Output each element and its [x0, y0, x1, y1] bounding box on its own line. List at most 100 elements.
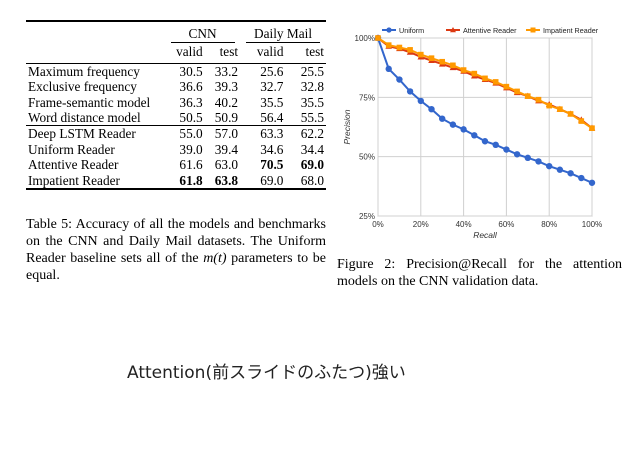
caption-left-text: Table 5: Accuracy of all the models and … — [26, 217, 326, 266]
legend-marker — [450, 27, 456, 33]
y-tick-label: 75% — [359, 93, 375, 102]
table-cell: 33.2 — [214, 63, 239, 79]
table-row: Uniform Reader 39.0 39.4 34.6 34.4 — [26, 142, 326, 157]
y-tick-label: 100% — [355, 34, 375, 43]
table-cell: 61.8 — [179, 172, 203, 188]
subheader-cell: valid — [256, 44, 284, 60]
data-point — [385, 65, 392, 73]
legend-label: Attentive Reader — [463, 26, 517, 35]
y-tick-label: 50% — [359, 153, 375, 162]
table-cell: 32.7 — [260, 79, 284, 95]
table-caption: Table 5: Accuracy of all the models and … — [26, 216, 326, 284]
data-point — [514, 88, 520, 95]
x-axis-label: Recall — [473, 230, 498, 240]
data-point — [492, 79, 499, 85]
data-point — [482, 75, 488, 82]
legend-label: Impatient Reader — [543, 26, 599, 35]
data-point — [525, 93, 531, 99]
table-section-baselines: Maximum frequency 30.5 33.2 25.6 25.5 Exclusi… — [26, 63, 326, 126]
table-cell: 69.0 — [260, 172, 284, 188]
accuracy-table: CNN Daily Mail valid test valid test Max… — [26, 20, 326, 190]
data-point — [396, 44, 403, 51]
table-cell: 25.6 — [260, 63, 284, 79]
legend-marker — [386, 27, 392, 33]
table-cell: 57.0 — [214, 126, 239, 142]
x-tick-label: 40% — [456, 220, 472, 229]
data-point — [418, 51, 424, 58]
data-point — [385, 42, 392, 48]
data-point — [471, 132, 478, 139]
row-label: Uniform Reader — [28, 141, 115, 157]
subheader-cell: test — [219, 44, 239, 60]
precision-recall-chart: 25% 50% 75% 100% 0% 20% 40% 60% 80% 100% Recall Pre… — [338, 14, 628, 246]
data-point — [471, 70, 478, 77]
table-cell: 39.0 — [179, 141, 203, 157]
table-row: Frame-semantic model 36.3 40.2 35.5 35.5 — [26, 95, 326, 110]
table-cell: 35.5 — [300, 94, 324, 110]
data-point — [439, 115, 446, 122]
table-cell: 32.8 — [300, 79, 324, 95]
data-point — [492, 141, 499, 148]
table-cell: 40.2 — [214, 94, 239, 110]
data-point — [567, 111, 574, 117]
subheader-cell: valid — [176, 44, 203, 60]
table-cell: 69.0 — [300, 157, 324, 173]
table-cell: 25.5 — [300, 63, 324, 79]
data-point — [406, 88, 414, 95]
row-label: Attentive Reader — [28, 157, 119, 173]
x-tick-label: 20% — [413, 220, 429, 229]
data-point — [588, 179, 596, 186]
data-point — [450, 62, 456, 69]
data-point — [460, 67, 467, 73]
slide-note: Attention(前スライドのふたつ)強い — [127, 363, 406, 383]
data-point — [589, 125, 595, 131]
data-point — [503, 83, 510, 90]
table-cell: 34.4 — [300, 141, 324, 157]
data-point — [524, 154, 531, 162]
table-cell: 55.5 — [300, 110, 324, 126]
data-point — [428, 106, 435, 113]
data-point — [567, 170, 574, 177]
x-tick-label: 100% — [582, 220, 602, 229]
data-point — [578, 174, 585, 182]
x-tick-label: 60% — [498, 220, 514, 229]
table-cell: 63.8 — [214, 172, 239, 188]
table-cell: 56.4 — [260, 110, 284, 126]
row-label: Impatient Reader — [28, 172, 120, 188]
table-row: Deep LSTM Reader 55.0 57.0 63.3 62.2 — [26, 125, 326, 142]
x-tick-label: 0% — [372, 220, 384, 229]
y-axis-label: Precision — [342, 109, 352, 144]
table-cell: 63.3 — [260, 126, 284, 142]
corner-cell — [26, 44, 165, 63]
table-cell: 70.5 — [260, 157, 284, 173]
data-point — [407, 47, 413, 53]
row-label: Exclusive frequency — [28, 79, 137, 95]
chart-svg: 25% 50% 75% 100% 0% 20% 40% 60% 80% 100% Recall Pre… — [342, 26, 602, 240]
table-row: Exclusive frequency 36.6 39.3 32.7 32.8 — [26, 79, 326, 94]
table-cell: 39.3 — [214, 79, 239, 95]
accuracy-table-panel: CNN Daily Mail valid test valid test Max… — [26, 20, 326, 200]
data-point — [428, 55, 435, 61]
caption-left-tail: parameters to be equal. — [26, 251, 326, 283]
data-point — [546, 102, 552, 109]
data-point — [375, 35, 381, 41]
data-point — [556, 166, 564, 173]
plot-area — [377, 37, 593, 217]
table-cell: 34.6 — [260, 141, 284, 157]
legend-label: Uniform — [399, 26, 424, 35]
group-header-cnn: CNN — [165, 21, 240, 44]
table-cell: 36.6 — [179, 79, 203, 95]
caption-math: m(t) — [203, 251, 227, 266]
data-point — [396, 76, 403, 83]
figure-caption: Figure 2: Precision@Recall for the atten… — [337, 257, 622, 289]
table-cell: 50.9 — [214, 110, 239, 126]
row-label: Deep LSTM Reader — [28, 126, 136, 142]
data-point — [535, 158, 542, 165]
table-cell: 39.4 — [214, 141, 239, 157]
table-cell: 55.0 — [179, 126, 203, 142]
table-cell: 68.0 — [300, 172, 324, 188]
data-point — [449, 121, 457, 128]
row-label: Frame-semantic model — [28, 94, 151, 110]
table-cell: 61.6 — [179, 157, 203, 173]
data-point — [439, 58, 445, 65]
